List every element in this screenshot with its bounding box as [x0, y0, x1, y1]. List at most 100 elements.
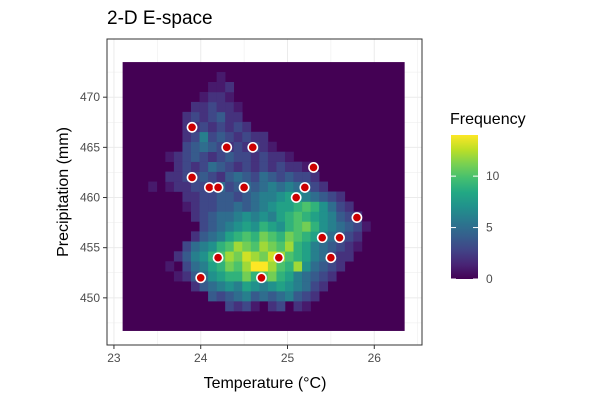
raster-cell	[216, 121, 226, 133]
raster-cell	[225, 211, 235, 222]
raster-cell	[233, 141, 243, 153]
raster-cell	[242, 231, 252, 242]
raster-cell	[190, 211, 200, 222]
raster-cell	[284, 151, 294, 162]
raster-cell	[190, 141, 200, 153]
raster-cell	[242, 261, 252, 272]
raster-cell	[302, 281, 311, 292]
panel-border	[106, 38, 423, 346]
raster-cell	[276, 181, 286, 192]
raster-cell	[336, 261, 346, 272]
raster-cell	[182, 131, 192, 143]
raster-cell	[216, 211, 226, 222]
raster-cell	[336, 221, 346, 232]
raster-cell	[233, 281, 243, 292]
raster-cell	[344, 251, 354, 262]
raster-cell	[225, 261, 235, 272]
raster-cell	[259, 211, 269, 222]
raster-cell	[284, 221, 294, 232]
raster-cell	[208, 161, 217, 172]
raster-cell	[344, 201, 354, 212]
raster-cell	[250, 131, 260, 143]
raster-cell	[319, 211, 329, 222]
occurrence-point	[212, 252, 224, 264]
raster-cell	[259, 131, 269, 143]
raster-cell	[310, 191, 320, 202]
raster-cell	[225, 161, 235, 172]
raster-cell	[284, 161, 294, 172]
raster-cell	[276, 271, 286, 282]
raster-cell	[242, 241, 252, 252]
raster-cell	[302, 241, 311, 252]
raster-cell	[242, 201, 252, 212]
raster-cell	[216, 101, 226, 113]
x-tick-label: 23	[107, 351, 121, 365]
raster-cell	[208, 251, 217, 262]
colorbar	[451, 135, 478, 279]
raster-cell	[216, 281, 226, 292]
raster-cell	[208, 111, 217, 123]
raster-cell	[267, 251, 277, 262]
raster-cell	[276, 281, 286, 292]
raster-cell	[225, 231, 235, 242]
raster-cell	[267, 141, 277, 153]
raster-cell	[319, 181, 329, 192]
raster-cell	[293, 301, 303, 312]
raster-cell	[302, 201, 311, 212]
raster-cell	[208, 151, 217, 162]
raster-cell	[173, 161, 183, 172]
raster-cell	[173, 171, 183, 182]
raster-cell	[302, 171, 311, 182]
raster-cell	[293, 241, 303, 252]
raster-cell	[302, 271, 311, 282]
raster-cell	[310, 181, 320, 192]
raster-cell	[225, 281, 235, 292]
raster-cell	[199, 191, 209, 202]
raster-cell	[199, 131, 209, 143]
raster-cell	[250, 181, 260, 192]
raster-cell	[208, 171, 217, 182]
raster-cell	[310, 291, 320, 302]
raster-cell	[225, 201, 235, 212]
raster-cell	[190, 161, 200, 172]
raster-cell	[293, 221, 303, 232]
raster-cell	[216, 141, 226, 153]
x-tick-label: 26	[368, 351, 382, 365]
raster-cell	[302, 231, 311, 242]
raster-cell	[276, 171, 286, 182]
raster-cell	[361, 221, 371, 232]
occurrence-point	[203, 182, 215, 193]
raster-cell	[242, 281, 252, 292]
raster-cell	[242, 131, 252, 143]
legend-title: Frequency	[450, 111, 526, 128]
raster-cell	[267, 261, 277, 272]
raster-cell	[148, 181, 158, 192]
raster-cell	[259, 191, 269, 202]
raster-cell	[284, 191, 294, 202]
raster-cell	[293, 231, 303, 242]
raster-cell	[267, 151, 277, 162]
raster-cell	[310, 241, 320, 252]
raster-cell	[190, 261, 200, 272]
raster-cell	[216, 261, 226, 272]
raster-cell	[259, 171, 269, 182]
raster-cell	[302, 291, 311, 302]
raster-cell	[276, 201, 286, 212]
raster-cell	[344, 221, 354, 232]
raster-cell	[225, 91, 235, 103]
raster-cell	[310, 201, 320, 212]
raster-cell	[250, 151, 260, 162]
raster-cell	[233, 111, 243, 123]
x-tick-label: 24	[194, 351, 208, 365]
raster-cell	[225, 181, 235, 192]
raster-cell	[190, 101, 200, 113]
raster-cell	[242, 291, 252, 302]
raster-cell	[242, 161, 252, 172]
raster-cell	[182, 111, 192, 123]
raster-cell	[302, 161, 311, 172]
raster-cell	[216, 191, 226, 202]
raster-cell	[190, 241, 200, 252]
raster-cell	[242, 171, 252, 182]
points-layer	[186, 121, 363, 284]
raster-cell	[173, 151, 183, 162]
